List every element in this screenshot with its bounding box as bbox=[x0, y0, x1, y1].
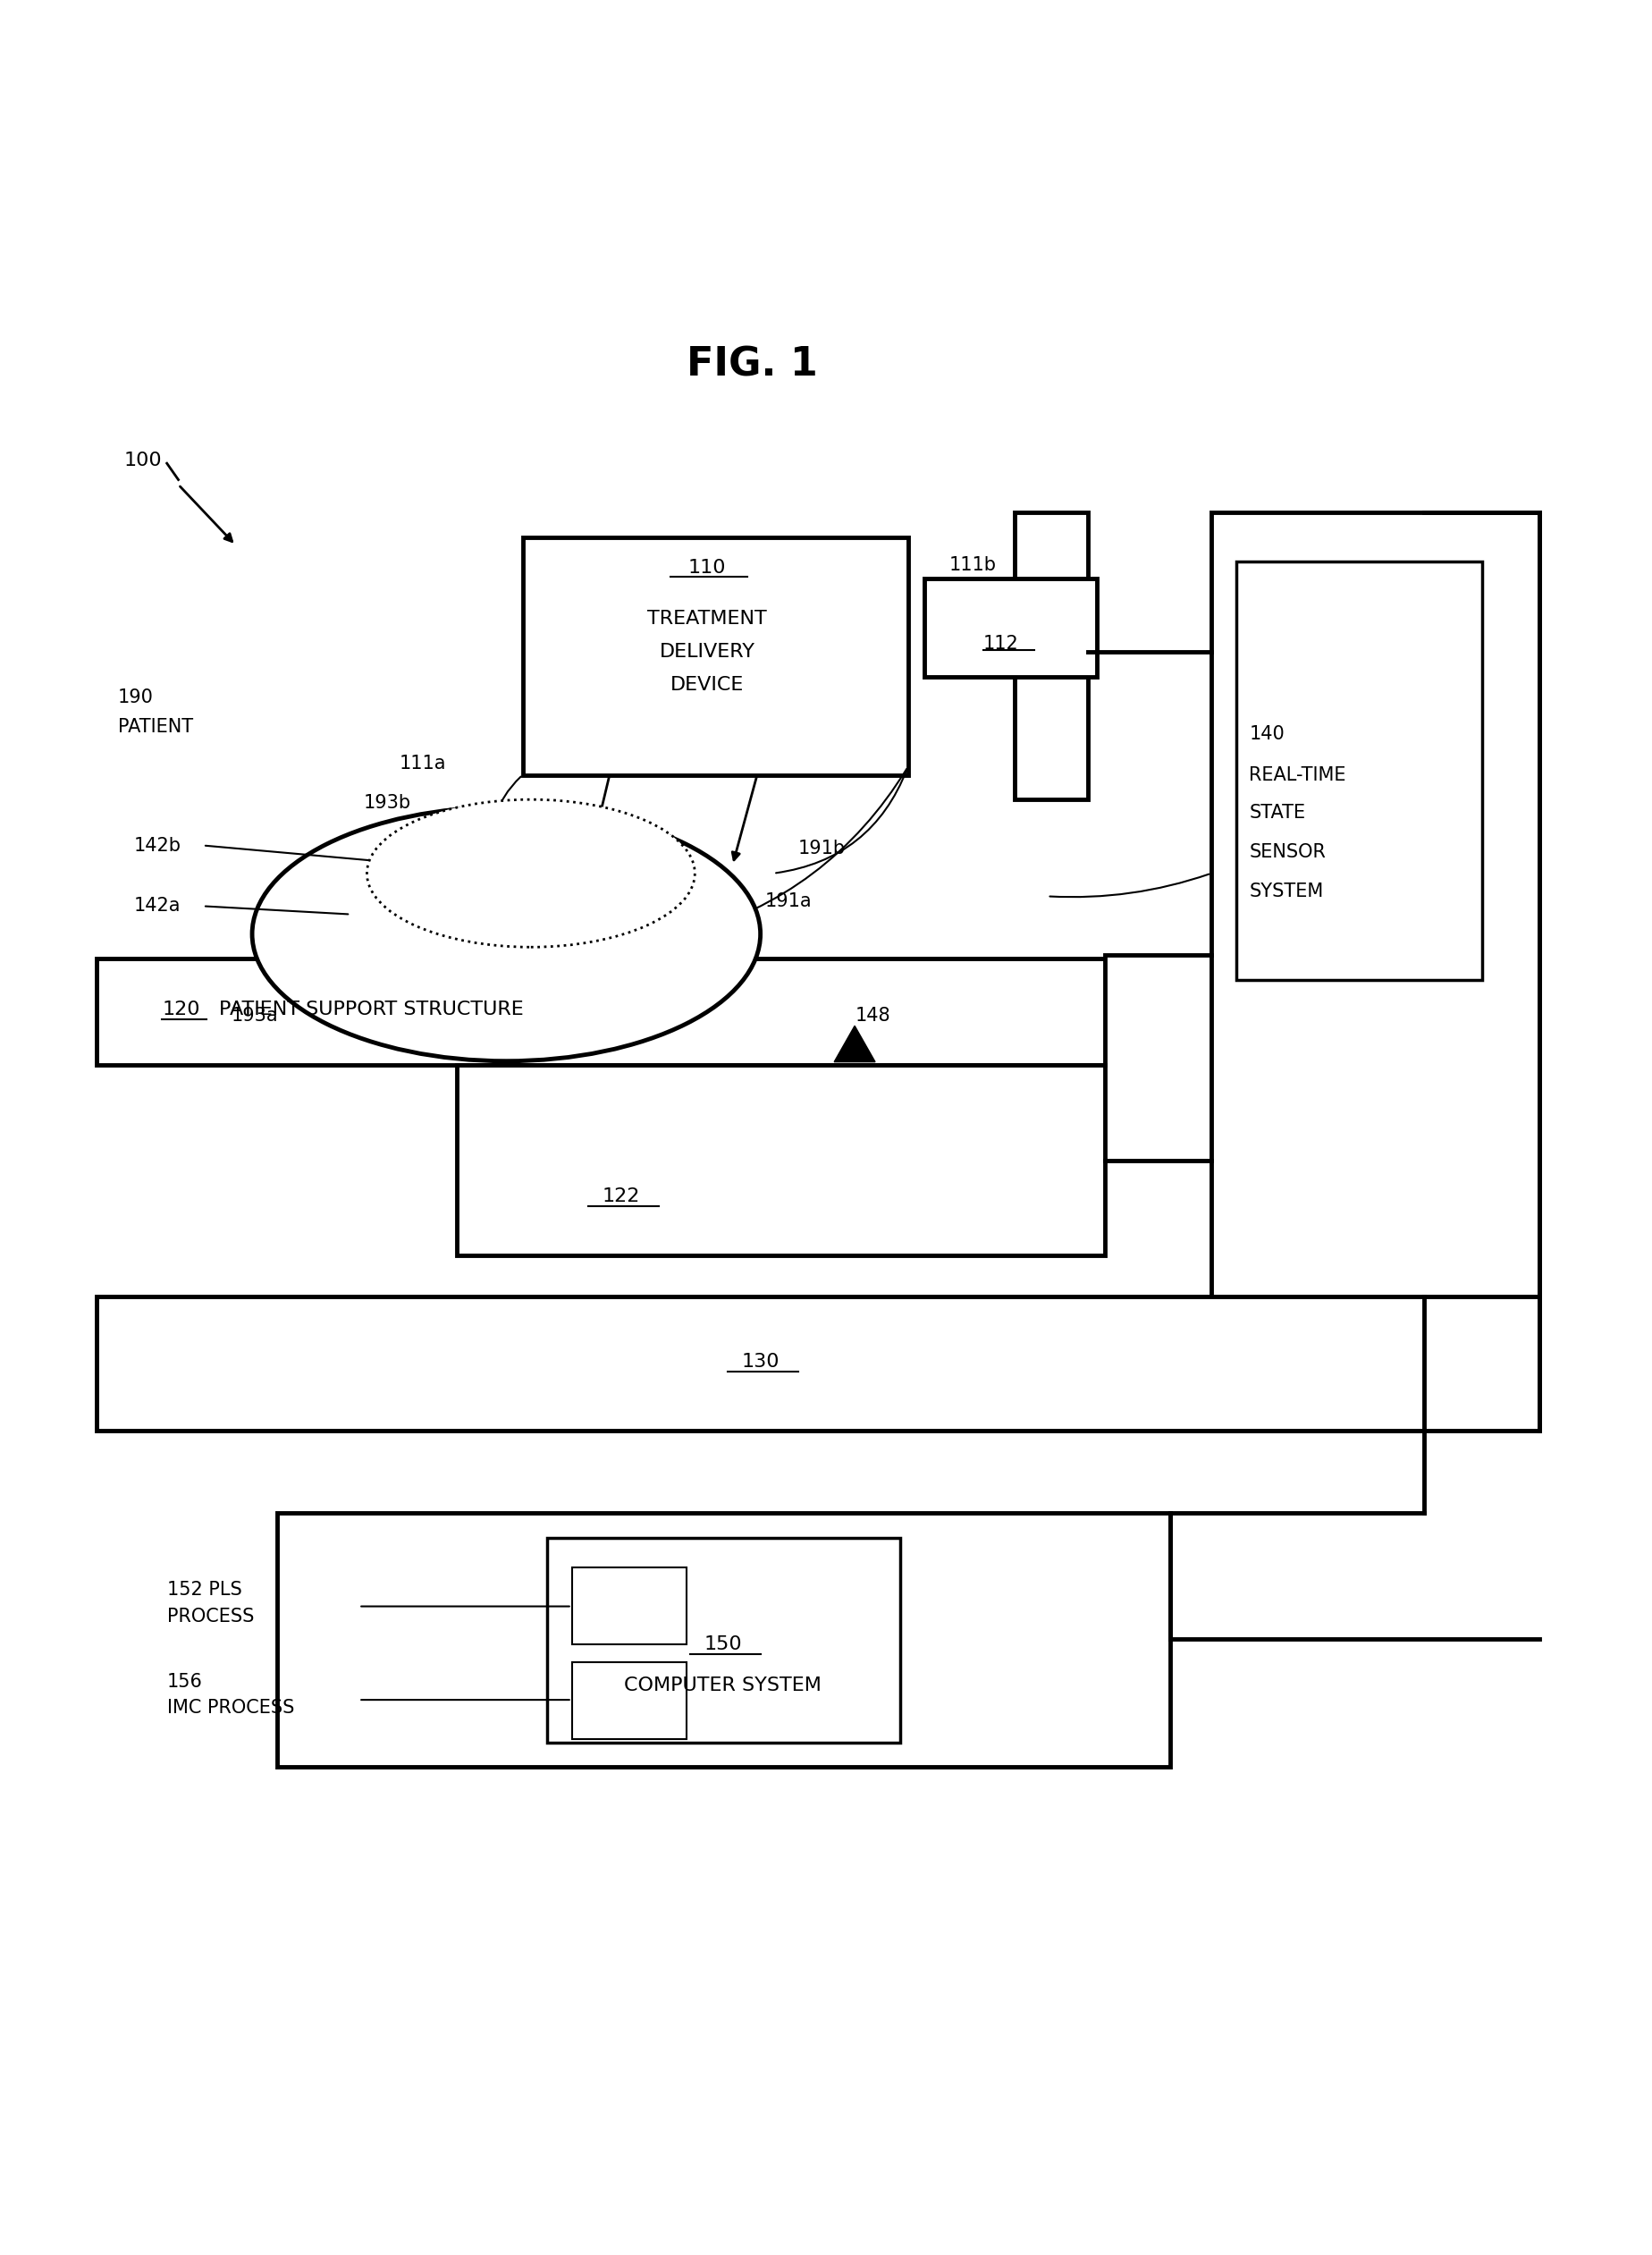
Text: PROCESS: PROCESS bbox=[167, 1608, 254, 1626]
Bar bbox=[522, 537, 909, 776]
Text: PATIENT SUPPORT STRUCTURE: PATIENT SUPPORT STRUCTURE bbox=[220, 1001, 524, 1019]
Text: 190: 190 bbox=[117, 688, 154, 706]
Text: 130: 130 bbox=[742, 1353, 780, 1371]
Bar bbox=[96, 1297, 1424, 1432]
Polygon shape bbox=[834, 1026, 876, 1062]
Text: 191a: 191a bbox=[765, 893, 813, 911]
Text: TREATMENT: TREATMENT bbox=[648, 611, 767, 629]
Text: IMC PROCESS: IMC PROCESS bbox=[167, 1698, 294, 1716]
FancyArrowPatch shape bbox=[686, 769, 907, 936]
Text: 193b: 193b bbox=[363, 794, 411, 812]
Text: 120: 120 bbox=[162, 1001, 200, 1019]
Text: 140: 140 bbox=[1249, 724, 1285, 742]
Text: 100: 100 bbox=[124, 451, 162, 469]
Text: 111a: 111a bbox=[400, 755, 446, 773]
Text: STATE: STATE bbox=[1249, 803, 1305, 821]
Text: 142a: 142a bbox=[134, 897, 182, 916]
Text: DELIVERY: DELIVERY bbox=[659, 643, 755, 661]
FancyArrowPatch shape bbox=[776, 769, 907, 873]
Bar bbox=[547, 1538, 900, 1743]
Text: 111b: 111b bbox=[948, 557, 996, 575]
Bar bbox=[572, 1662, 687, 1739]
Text: 152 PLS: 152 PLS bbox=[167, 1581, 241, 1599]
Text: 142b: 142b bbox=[134, 837, 182, 855]
Bar bbox=[1236, 561, 1482, 981]
Text: DEVICE: DEVICE bbox=[671, 676, 743, 695]
Bar bbox=[555, 886, 596, 922]
Text: REAL-TIME: REAL-TIME bbox=[1249, 767, 1346, 785]
Bar bbox=[278, 1513, 1170, 1768]
Bar bbox=[1014, 512, 1089, 801]
Text: 110: 110 bbox=[689, 559, 727, 577]
Bar bbox=[572, 1567, 687, 1644]
Text: SENSOR: SENSOR bbox=[1249, 843, 1327, 861]
Text: 148: 148 bbox=[856, 1008, 890, 1026]
Ellipse shape bbox=[367, 801, 695, 947]
Text: 122: 122 bbox=[601, 1188, 639, 1206]
Text: 112: 112 bbox=[983, 634, 1019, 652]
Text: 150: 150 bbox=[704, 1635, 742, 1653]
Bar bbox=[96, 958, 1105, 1064]
Bar bbox=[458, 1064, 1105, 1256]
Ellipse shape bbox=[253, 807, 760, 1062]
Bar bbox=[1211, 512, 1540, 1432]
Text: FIG. 1: FIG. 1 bbox=[687, 345, 818, 383]
Bar bbox=[925, 577, 1097, 676]
Text: 156: 156 bbox=[167, 1673, 203, 1691]
Text: SYSTEM: SYSTEM bbox=[1249, 882, 1323, 900]
Text: 191b: 191b bbox=[798, 839, 846, 857]
Text: COMPUTER SYSTEM: COMPUTER SYSTEM bbox=[624, 1675, 821, 1694]
Text: PATIENT: PATIENT bbox=[117, 719, 193, 737]
Text: 193a: 193a bbox=[231, 1008, 278, 1026]
